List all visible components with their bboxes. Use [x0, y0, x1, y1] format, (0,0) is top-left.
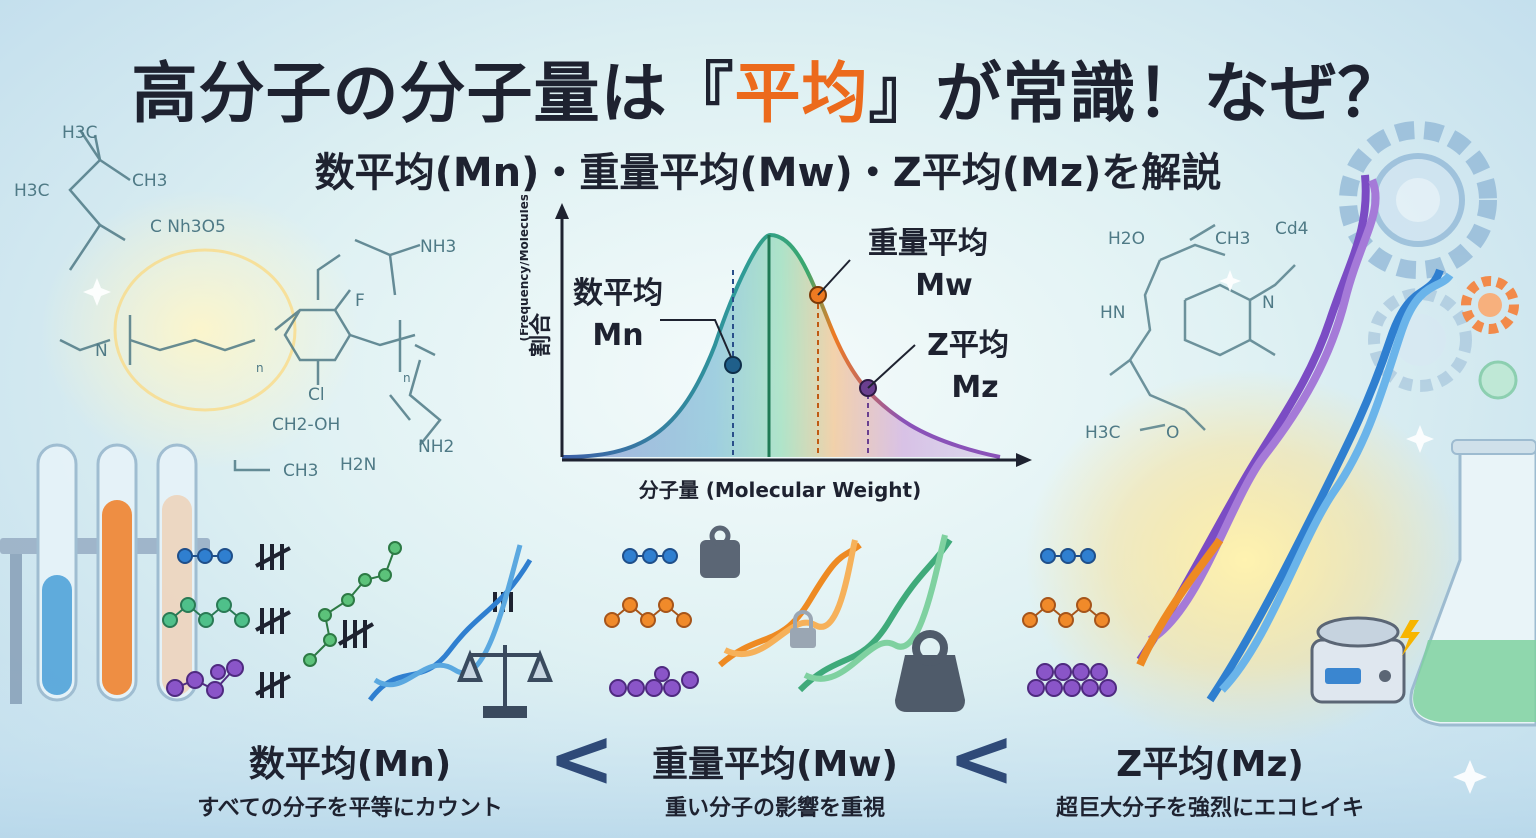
mn-medium-chain-green: [303, 541, 402, 667]
mz-chain-purple: [1027, 663, 1117, 697]
distribution-chart: 数平均 Mn 重量平均 Mw Z平均 Mz 割合 (Frequency/Mole…: [520, 195, 1032, 502]
right-molecule-skeleton: [1109, 223, 1296, 432]
chem-ch2oh: CH2-OH: [272, 415, 340, 435]
mn-label-jp: 数平均: [573, 276, 663, 311]
test-tube-blue: [36, 443, 78, 702]
mz-giant-dna-blue: [1206, 268, 1454, 703]
chem-f: F: [355, 291, 365, 311]
page-subtitle: 数平均(Mn)・重量平均(Mw)・Z平均(Mz)を解説: [314, 150, 1222, 196]
chem-ch3-right: CH3: [1215, 229, 1250, 249]
chem-nh3: NH3: [420, 237, 456, 257]
test-tube-orange: [96, 443, 138, 702]
left-glow: [40, 190, 360, 470]
title-highlight: 平均: [734, 55, 869, 132]
mn-dna-blue: [368, 544, 533, 702]
left-molecule-skeleton: [59, 129, 442, 472]
flask-icon: [1409, 439, 1536, 727]
mn-small-chain-green: [162, 597, 250, 628]
chem-ch3: CH3: [132, 171, 167, 191]
mw-small-chain-blue: [622, 548, 678, 564]
mz-label-jp: Z平均: [927, 328, 1009, 363]
mn-section-title: 数平均(Mn): [248, 744, 452, 785]
mw-section-title: 重量平均(Mw): [652, 744, 898, 785]
mn-section-desc: すべての分子を平等にカウント: [197, 796, 503, 821]
weight-large-icon: [895, 630, 965, 712]
mw-dna-orange: [718, 539, 862, 668]
centrifuge-icon: [1310, 616, 1420, 704]
mw-label-jp: 重量平均: [868, 226, 988, 261]
x-axis-label: 分子量 (Molecular Weight): [639, 478, 921, 502]
mz-chain-orange: [1022, 597, 1110, 628]
orange-gear-icon: [1461, 276, 1519, 334]
sparkle-icons: [83, 270, 1487, 794]
test-tube-rack: [0, 443, 210, 704]
chem-subscript-n2: n: [403, 371, 411, 385]
mn-label-sym: Mn: [592, 318, 643, 353]
page-title: 高分子の分子量は『平均』が常識！なぜ？: [0, 40, 1536, 136]
balance-scale-icon: [457, 645, 553, 718]
floor-gradient: [0, 660, 1536, 838]
chem-o-right: O: [1166, 423, 1179, 443]
test-tube-clear: [156, 443, 198, 702]
chem-n: N: [95, 341, 108, 361]
chem-nh2: NH2: [418, 437, 454, 457]
chem-h3c-1: H3C: [62, 123, 97, 143]
title-pre: 高分子の分子量は『: [131, 55, 735, 132]
chem-n-right: N: [1262, 293, 1275, 313]
mz-giant-dna-orange: [1136, 537, 1224, 667]
mw-dna-green: [797, 534, 953, 693]
mz-label-sym: Mz: [951, 370, 998, 405]
mw-leader: [817, 259, 851, 296]
comparator-1: <: [548, 712, 616, 805]
distribution-curve: [561, 232, 1001, 459]
comparator-2: <: [948, 712, 1016, 805]
weight-small-icon: [700, 525, 740, 578]
mz-section-title: Z平均(Mz): [1116, 744, 1304, 785]
mz-small-chain-blue: [1040, 548, 1096, 564]
chem-hn: HN: [1100, 303, 1126, 323]
distribution-area: [562, 235, 1000, 457]
mw-section-desc: 重い分子の影響を重視: [664, 796, 885, 821]
chem-cd4: Cd4: [1275, 219, 1308, 239]
y-axis-label: 割合: [528, 312, 554, 357]
mn-small-chain-purple: [166, 659, 244, 699]
left-glow-ring: [113, 248, 297, 412]
lock-icon: [790, 610, 816, 648]
mn-small-chain-blue: [177, 548, 233, 564]
y-axis-arrow: [555, 203, 569, 219]
bubble-icon: [1478, 360, 1518, 400]
title-post: 』が常識！なぜ？: [868, 55, 1405, 132]
mn-leader: [660, 319, 732, 358]
chem-formula: C Nh3O5: [150, 217, 226, 237]
mz-section-desc: 超巨大分子を強烈にエコヒイキ: [1055, 796, 1364, 821]
chem-h3c-2: H3C: [14, 181, 49, 201]
y-axis-label-en: (Frequency/Molecules): [520, 195, 531, 342]
chem-h2o: H2O: [1108, 229, 1145, 249]
chem-cl: Cl: [308, 385, 325, 405]
mz-giant-dna-purple: [1136, 174, 1380, 663]
x-axis-arrow: [1016, 453, 1032, 467]
chem-h2n: H2N: [340, 455, 376, 475]
mn-marker: [724, 356, 742, 374]
chem-h3c-right: H3C: [1085, 423, 1120, 443]
mw-label-sym: Mw: [915, 268, 973, 303]
mw-chain-purple: [609, 666, 699, 697]
chem-subscript-n1: n: [256, 361, 264, 375]
mz-leader: [867, 344, 916, 389]
mw-chain-orange: [604, 597, 692, 628]
chem-ch3-2: CH3: [283, 461, 318, 481]
tally-marks-icon: [255, 544, 513, 698]
